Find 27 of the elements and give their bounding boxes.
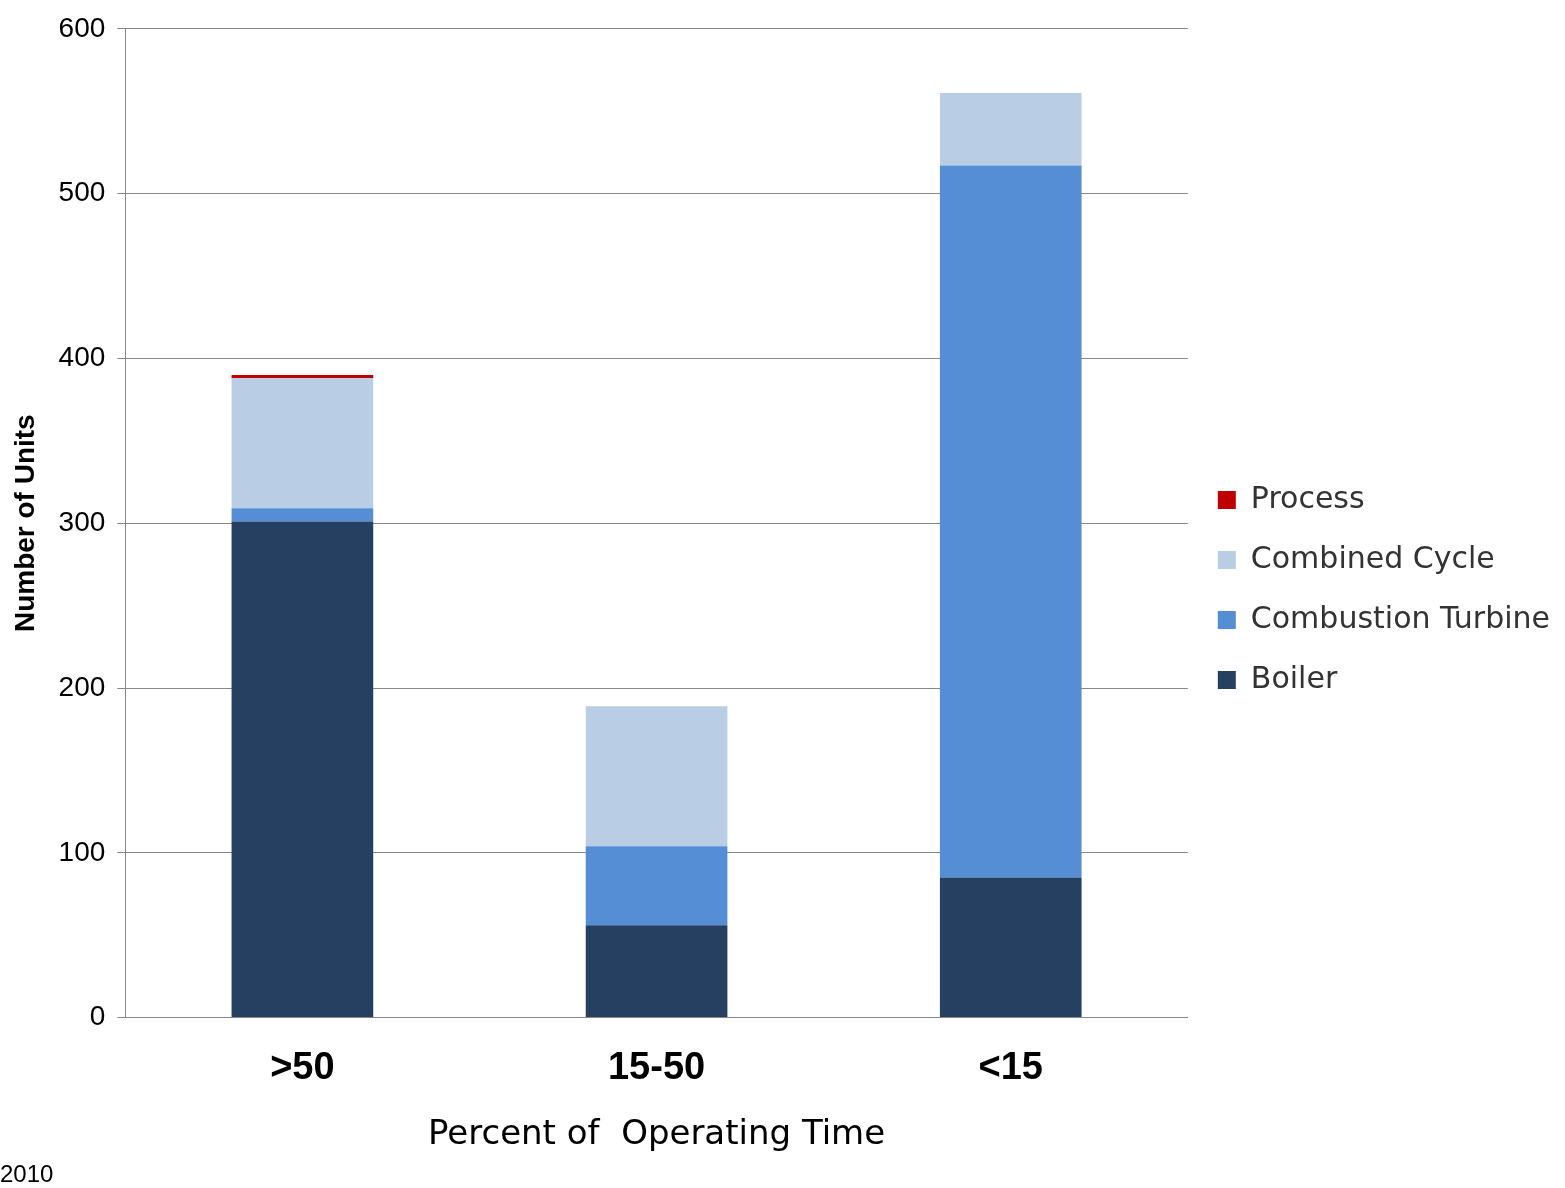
bar [939,165,1082,878]
legend-label: Process [1250,479,1365,515]
y-tick-label: 500 [58,176,106,208]
bar [231,521,374,1018]
y-tick-label: 200 [58,670,106,702]
legend-label: Boiler [1250,659,1338,695]
x-tick-label: >50 [270,1044,335,1087]
x-axis-title: Percent of Operating Time [428,1112,886,1153]
bar [231,508,374,522]
bar [585,706,728,847]
y-axis-title: Number of Units [8,414,40,633]
x-tick-label: 15-50 [607,1044,706,1087]
bar [231,378,374,509]
legend-label: Combined Cycle [1250,539,1495,575]
y-tick-label: 400 [58,341,106,373]
legend-label: Combustion Turbine [1250,599,1551,635]
y-tick-label: 600 [58,11,106,43]
bar [231,374,374,379]
bar [585,846,728,926]
x-tick-label: <15 [978,1044,1043,1087]
bar [939,877,1082,1018]
bar [585,925,728,1018]
y-tick-label: 0 [89,1000,106,1032]
text: 2010 [0,1160,54,1187]
bar [939,93,1082,166]
y-tick-label: 100 [58,835,106,867]
y-tick-label: 300 [58,505,106,537]
